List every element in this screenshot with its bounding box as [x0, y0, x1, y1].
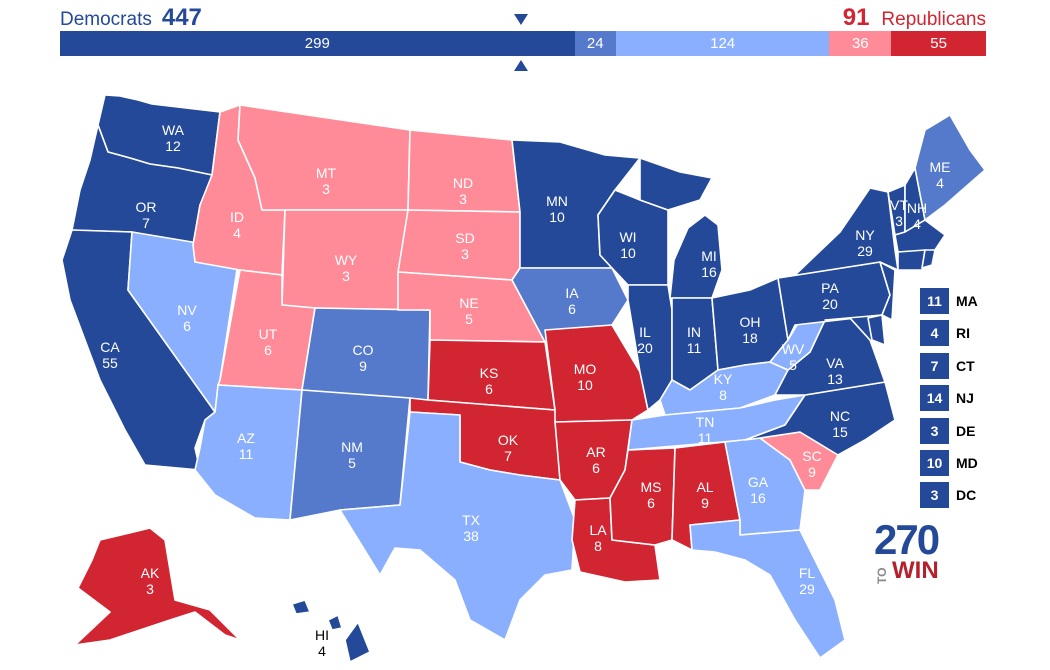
state-me[interactable] [914, 114, 986, 221]
state-ri[interactable] [921, 249, 936, 269]
small-state-ev[interactable]: 14 [920, 385, 949, 412]
state-ev: 4 [318, 643, 326, 659]
small-state-de[interactable]: 3 DE [920, 417, 978, 444]
small-state-abbr: MD [956, 454, 978, 471]
small-state-abbr: NJ [956, 390, 974, 407]
state-abbr: HI [315, 627, 329, 643]
small-state-dc[interactable]: 3 DC [920, 482, 978, 509]
bar-segment-safe-rep[interactable]: 55 [891, 31, 986, 56]
democrats-header: Democrats 447 [60, 4, 202, 32]
small-state-nj[interactable]: 14 NJ [920, 385, 978, 412]
state-md[interactable] [824, 314, 883, 346]
small-state-abbr: RI [956, 325, 970, 342]
small-state-ri[interactable]: 4 RI [920, 320, 978, 347]
state-nd[interactable] [407, 129, 521, 213]
small-state-abbr: MA [956, 293, 978, 309]
state-hi-maui[interactable] [327, 614, 343, 631]
small-state-ev[interactable]: 11 [920, 288, 949, 314]
state-ny[interactable] [777, 187, 899, 279]
small-state-abbr: CT [956, 357, 975, 374]
state-hi-oahu[interactable] [291, 599, 311, 615]
270-marker-bottom-icon [514, 60, 528, 71]
bar-segment-lean-dem[interactable]: 124 [615, 31, 830, 56]
democrats-total: 447 [161, 4, 202, 31]
small-state-ev[interactable]: 4 [920, 320, 949, 347]
small-state-md[interactable]: 10 MD [920, 449, 978, 476]
republicans-label: Republicans [881, 9, 986, 30]
small-state-abbr: DE [956, 422, 976, 439]
bar-segment-lean-rep[interactable]: 36 [829, 31, 892, 56]
republicans-header: 91 Republicans [843, 4, 986, 32]
bar-segment-likely-dem[interactable]: 24 [574, 31, 616, 56]
small-states-list: 11 MA 4 RI 7 CT 14 NJ 3 DE 10 MD 3 DC [920, 288, 978, 515]
270towin-logo[interactable]: 270 TO WIN [872, 516, 952, 585]
small-state-ev[interactable]: 7 [920, 352, 949, 379]
state-sd[interactable] [397, 209, 521, 281]
state-nm[interactable] [289, 389, 411, 521]
state-tx[interactable] [339, 411, 576, 641]
state-nc[interactable] [744, 381, 896, 456]
state-mi-upper[interactable] [639, 157, 713, 211]
small-state-ma[interactable]: 11 MA [920, 288, 978, 314]
state-co[interactable] [301, 307, 431, 401]
small-state-ev[interactable]: 3 [920, 482, 949, 509]
bar-segment-safe-dem[interactable]: 299 [60, 31, 575, 56]
logo-number: 270 [874, 516, 940, 563]
state-ak[interactable] [74, 527, 241, 646]
state-ks[interactable] [427, 339, 556, 411]
state-mi[interactable] [669, 214, 723, 299]
state-ct[interactable] [897, 249, 926, 271]
democrats-label: Democrats [60, 9, 152, 30]
state-fl[interactable] [689, 519, 846, 659]
small-state-ev[interactable]: 10 [920, 449, 949, 476]
state-hi[interactable] [344, 621, 371, 663]
logo-to: TO [875, 567, 889, 584]
state-mo[interactable] [544, 324, 649, 423]
small-state-ev[interactable]: 3 [920, 417, 949, 444]
small-state-ct[interactable]: 7 CT [920, 352, 978, 379]
electoral-vote-bar: 299 24 124 36 55 [60, 31, 986, 56]
logo-win: WIN [892, 557, 939, 584]
270-marker-top-icon [514, 14, 528, 25]
state-wy[interactable] [281, 209, 409, 311]
state-label-hi: HI 4 [315, 627, 329, 659]
republicans-total: 91 [842, 4, 870, 31]
small-state-abbr: DC [956, 487, 977, 504]
state-mt[interactable] [237, 104, 411, 211]
state-de[interactable] [867, 314, 886, 346]
state-nj[interactable] [879, 261, 896, 321]
